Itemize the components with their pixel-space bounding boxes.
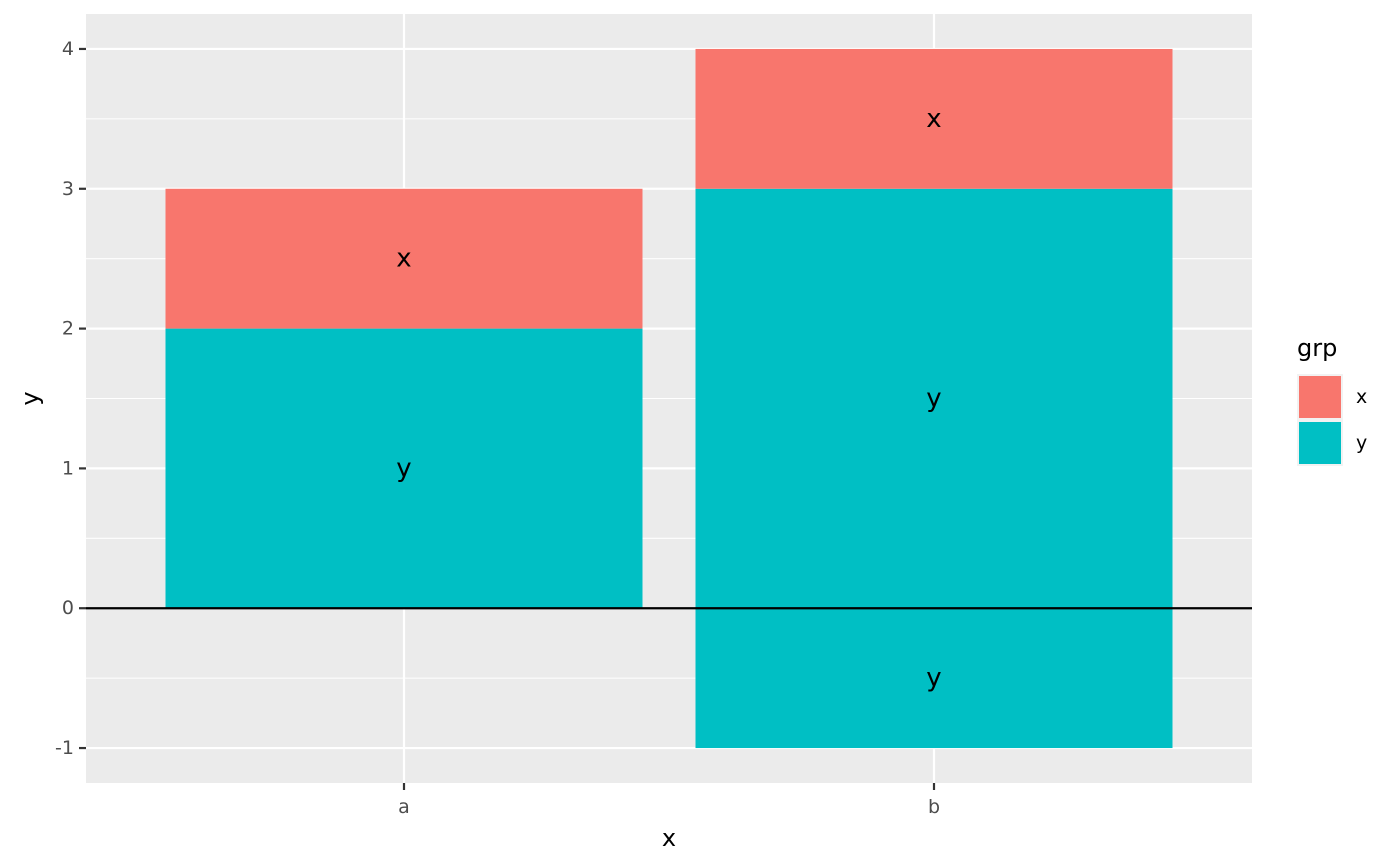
y-tick-label: 0 [62, 597, 74, 619]
x-tick-label: a [398, 796, 410, 818]
bar-labels: y x y x y [396, 104, 941, 693]
y-tick-label: -1 [55, 737, 74, 759]
bar-segment-b-x [695, 48, 1173, 189]
y-tick-label: 2 [62, 318, 74, 340]
legend-label-x: x [1356, 386, 1367, 408]
y-tick-label: 3 [62, 178, 74, 200]
legend-key-x [1299, 376, 1341, 418]
bar-segment-label: y [926, 384, 941, 414]
x-axis-title: x [662, 824, 676, 852]
bar-segment-a-x [165, 188, 643, 329]
y-axis-title: y [16, 391, 44, 405]
bar-segment-label: y [926, 663, 941, 693]
y-tick-label: 4 [62, 38, 74, 60]
y-tick-label: 1 [62, 457, 74, 479]
y-axis: -1 0 1 2 3 4 [55, 38, 86, 759]
bar-segment-label: y [396, 453, 411, 483]
legend: grp xy [1297, 334, 1367, 466]
legend-label-y: y [1356, 432, 1367, 454]
bars [165, 48, 1173, 749]
bar-segment-b-y [695, 188, 1173, 609]
x-tick-label: b [928, 796, 940, 818]
legend-title: grp [1297, 334, 1337, 362]
legend-items: xy [1297, 374, 1367, 466]
bar-segment-b-y [695, 608, 1173, 749]
legend-key-y [1299, 422, 1341, 464]
bar-segment-label: x [926, 104, 941, 134]
bar-segment-label: x [396, 244, 411, 274]
bar-segment-a-y [165, 328, 643, 609]
